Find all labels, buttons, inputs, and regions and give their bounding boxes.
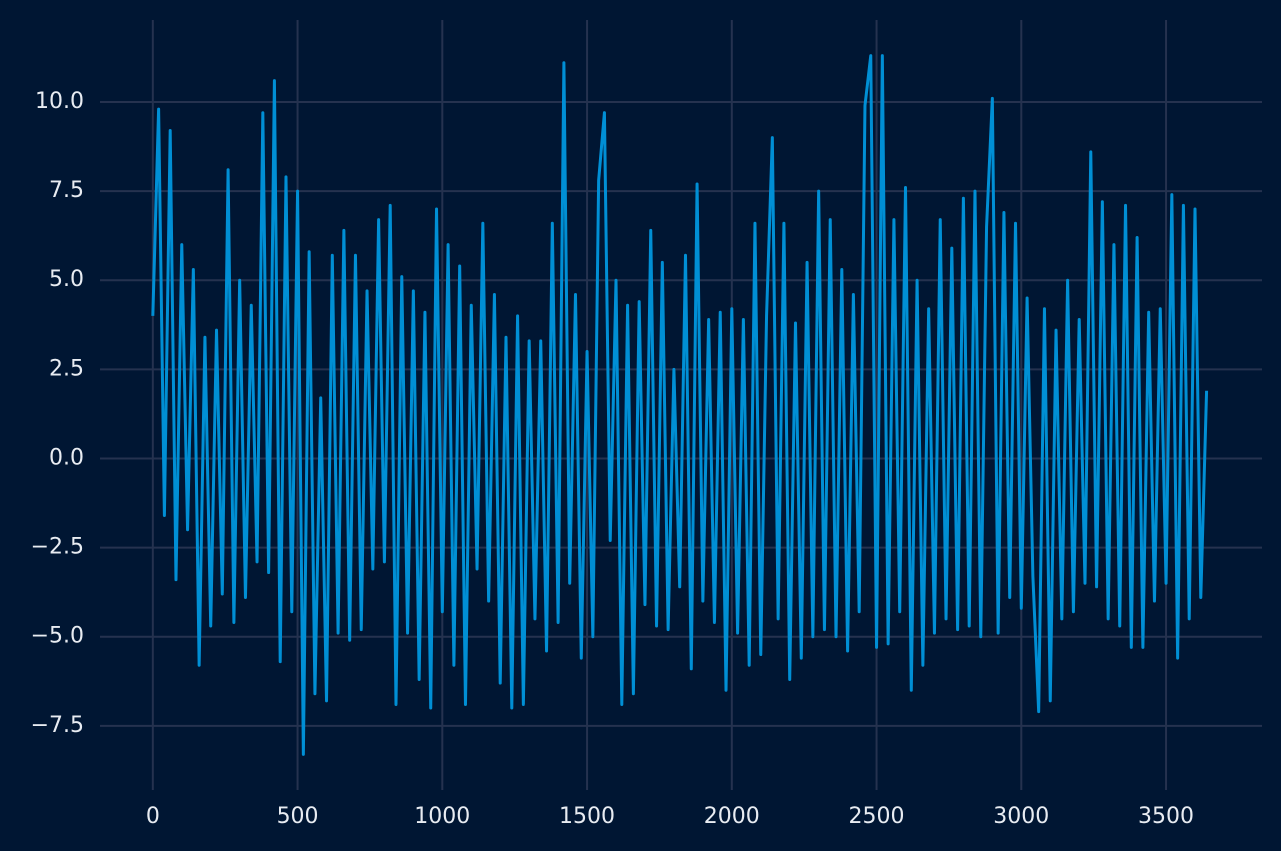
y-tick-label: 7.5 <box>49 178 84 203</box>
y-tick-label: −7.5 <box>31 713 84 738</box>
x-tick-label: 500 <box>277 804 319 829</box>
tick-labels: −7.5 −5.0 −2.5 0.0 2.5 5.0 7.5 10.0 0 500 1000 1500… <box>31 89 1194 829</box>
x-tick-label: 1000 <box>414 804 470 829</box>
x-tick-label: 3500 <box>1138 804 1194 829</box>
x-tick-label: 1500 <box>559 804 615 829</box>
y-tick-label: 10.0 <box>35 89 84 114</box>
data-line <box>151 54 1209 756</box>
y-tick-label: −5.0 <box>31 624 84 649</box>
x-tick-label: 2000 <box>704 804 760 829</box>
y-tick-label: −2.5 <box>31 535 84 560</box>
x-tick-label: 0 <box>146 804 160 829</box>
y-tick-label: 0.0 <box>49 445 84 470</box>
x-tick-label: 2500 <box>849 804 905 829</box>
y-tick-label: 5.0 <box>49 267 84 292</box>
y-tick-label: 2.5 <box>49 356 84 381</box>
plot-area <box>151 54 1209 756</box>
x-tick-label: 3000 <box>993 804 1049 829</box>
